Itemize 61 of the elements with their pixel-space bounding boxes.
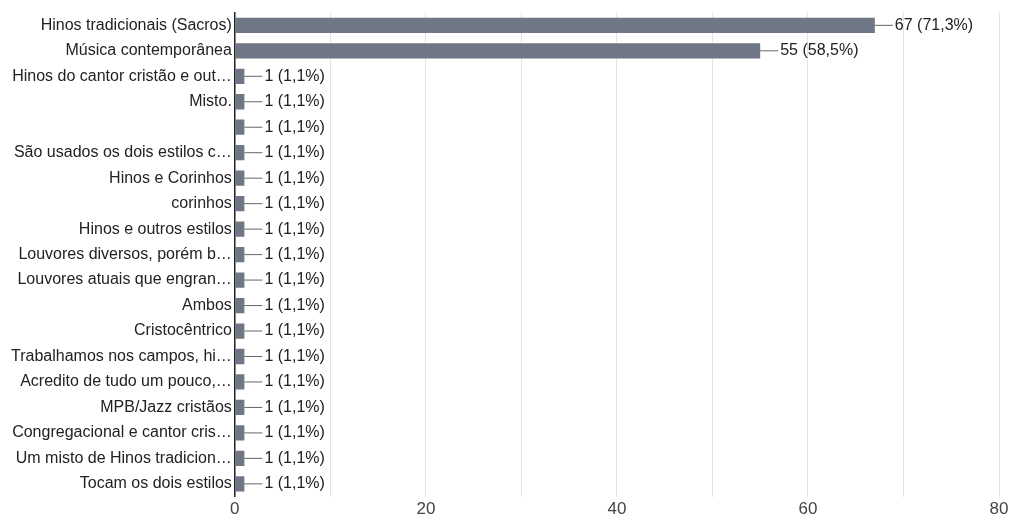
bar <box>235 297 245 314</box>
y-tick-label: Misto. <box>189 92 232 110</box>
data-label: 1 (1,1%) <box>264 423 325 441</box>
data-label: 1 (1,1%) <box>264 143 325 161</box>
x-tick-label: 40 <box>607 499 627 519</box>
y-tick-label: Ambos <box>182 295 232 313</box>
x-tick-label: 80 <box>989 499 1009 519</box>
bar <box>235 17 875 33</box>
y-tick-label: Trabalhamos nos campos, hi… <box>10 346 232 364</box>
bar <box>235 145 245 161</box>
data-label: 1 (1,1%) <box>264 92 325 110</box>
data-label: 1 (1,1%) <box>264 295 325 313</box>
data-label: 1 (1,1%) <box>264 219 325 237</box>
x-tick-label: 0 <box>230 499 240 519</box>
bar <box>235 399 245 416</box>
bar <box>235 425 245 441</box>
y-tick-label: Um misto de Hinos tradicion… <box>15 448 232 466</box>
y-tick-label: Música contemporânea <box>65 41 232 59</box>
y-tick-label: Tocam os dois estilos <box>79 474 232 492</box>
y-tick-label: Hinos tradicionais (Sacros) <box>40 15 232 33</box>
bar <box>235 170 245 186</box>
y-tick-label: Cristocêntrico <box>134 321 232 339</box>
bar <box>235 94 245 110</box>
data-label: 1 (1,1%) <box>264 372 325 390</box>
x-tick-label: 60 <box>798 499 818 519</box>
data-label: 1 (1,1%) <box>264 474 325 492</box>
data-label: 1 (1,1%) <box>264 321 325 339</box>
bar <box>235 196 245 212</box>
data-label: 1 (1,1%) <box>264 168 325 186</box>
data-label: 1 (1,1%) <box>264 448 325 466</box>
data-label: 1 (1,1%) <box>264 245 325 263</box>
y-tick-label: Louvores diversos, porém b… <box>18 245 232 263</box>
bar <box>235 476 245 492</box>
data-label: 1 (1,1%) <box>264 117 325 135</box>
bar <box>235 43 761 59</box>
bar <box>235 68 245 84</box>
data-label: 1 (1,1%) <box>264 397 325 415</box>
y-tick-label: Acredito de tudo um pouco,… <box>20 372 232 390</box>
bar <box>235 272 245 288</box>
data-label: 1 (1,1%) <box>264 270 325 288</box>
bar <box>235 246 245 263</box>
data-label: 67 (71,3%) <box>894 15 974 33</box>
y-tick-label: corinhos <box>171 194 232 212</box>
x-tick-label: 20 <box>416 499 436 519</box>
data-label: 55 (58,5%) <box>780 41 859 59</box>
data-label: 1 (1,1%) <box>264 346 325 364</box>
bar <box>235 348 245 365</box>
y-tick-label: Hinos e Corinhos <box>109 168 232 186</box>
bar <box>235 450 245 467</box>
y-tick-label: MPB/Jazz cristãos <box>100 397 232 415</box>
y-tick-label: Congregacional e cantor cris… <box>12 423 232 441</box>
data-label: 1 (1,1%) <box>264 194 325 212</box>
data-label: 1 (1,1%) <box>264 66 325 84</box>
bar <box>235 221 245 237</box>
y-tick-label: Hinos e outros estilos <box>78 219 232 237</box>
bar <box>235 119 245 135</box>
y-tick-label: Hinos do cantor cristão e out… <box>12 66 232 84</box>
bar <box>235 323 245 339</box>
y-tick-label: Louvores atuais que engran… <box>17 270 232 288</box>
bar <box>235 374 245 390</box>
y-tick-label: São usados os dois estilos c… <box>13 143 232 161</box>
